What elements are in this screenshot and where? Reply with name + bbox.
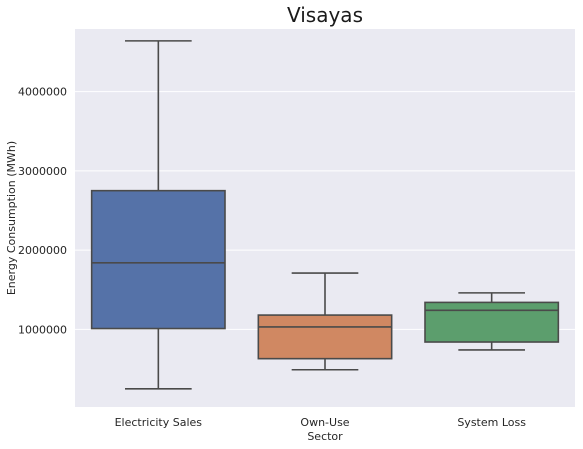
box-body — [257, 314, 393, 360]
x-axis-label: Sector — [307, 430, 343, 443]
box-body — [90, 189, 226, 330]
y-tick-label: 3000000 — [18, 165, 67, 178]
box-body — [424, 301, 560, 343]
y-axis-label: Energy Consumption (MWh) — [5, 141, 18, 295]
box-3 — [424, 292, 560, 351]
x-tick-label: Own-Use — [300, 416, 349, 429]
box-layer — [90, 40, 560, 390]
y-tick-label: 4000000 — [18, 86, 67, 99]
chart-title: Visayas — [287, 3, 363, 27]
box-2 — [257, 272, 393, 371]
x-tick-labels: Electricity Sales Own-Use System Loss — [115, 416, 527, 429]
y-tick-labels: 1000000 2000000 3000000 4000000 — [18, 86, 67, 337]
x-tick-label: Electricity Sales — [115, 416, 203, 429]
box-1 — [90, 40, 226, 390]
y-tick-label: 2000000 — [18, 244, 67, 257]
x-tick-label: System Loss — [457, 416, 526, 429]
y-tick-label: 1000000 — [18, 323, 67, 336]
